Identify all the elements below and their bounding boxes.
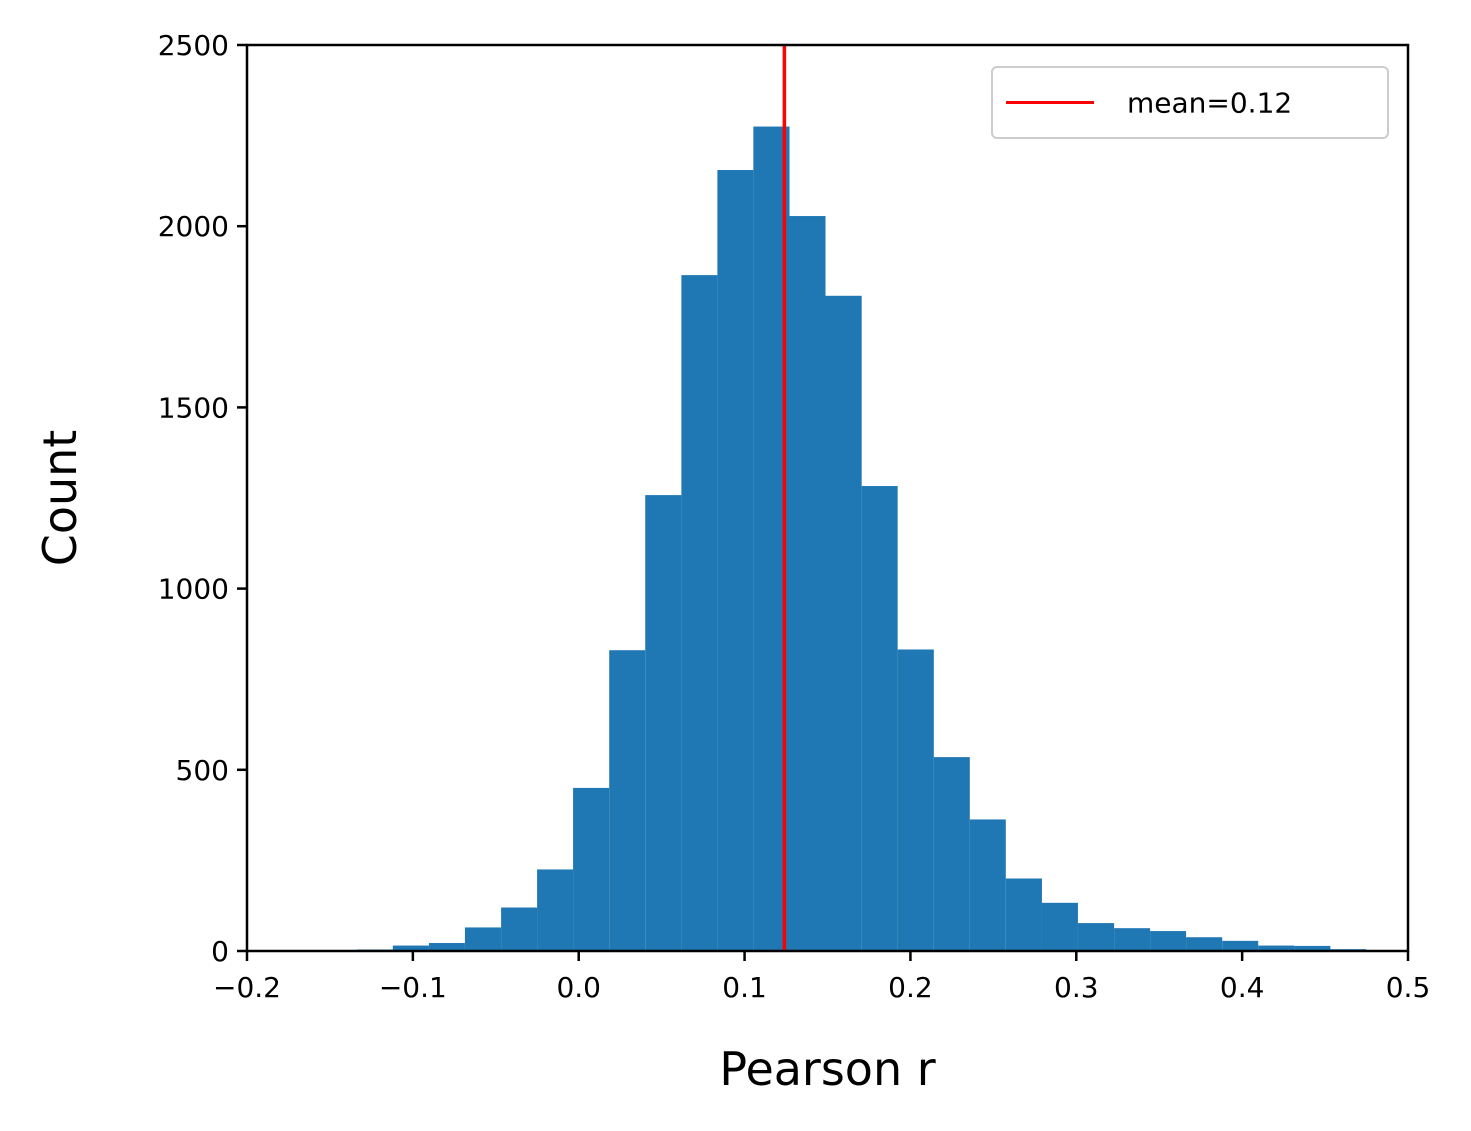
histogram-bar (1114, 928, 1151, 951)
histogram-bar (825, 295, 862, 952)
y-tick-label: 500 (176, 754, 229, 787)
x-tick-label: 0.2 (888, 971, 933, 1004)
x-tick-label: −0.2 (213, 971, 281, 1004)
histogram-bar (1150, 931, 1187, 951)
histogram-bar (681, 275, 718, 951)
histogram-bar (645, 495, 682, 951)
histogram-bar (789, 216, 826, 951)
histogram-bar (1294, 945, 1331, 951)
legend-box (991, 66, 1389, 139)
bars-layer (356, 126, 1367, 952)
histogram-bar (573, 787, 610, 951)
histogram-bar (897, 649, 934, 951)
histogram-bar (969, 819, 1006, 951)
histogram-bar (1222, 940, 1259, 951)
x-axis-ticks: −0.2 −0.1 0.0 0.1 0.2 0.3 0.4 0.5 (213, 951, 1430, 1004)
histogram-bar (428, 943, 465, 951)
histogram-bar (537, 869, 574, 951)
y-tick-label: 2500 (158, 29, 229, 62)
histogram-bar (717, 170, 754, 951)
y-tick-label: 2000 (158, 210, 229, 243)
histogram-bar (1077, 923, 1115, 951)
histogram-bar (1258, 945, 1295, 951)
x-tick-label: 0.1 (722, 971, 767, 1004)
x-tick-label: 0.5 (1386, 971, 1431, 1004)
y-tick-label: 1000 (158, 573, 229, 606)
x-axis-title: Pearson r (719, 1042, 935, 1096)
x-tick-label: −0.1 (379, 971, 447, 1004)
histogram-bar (392, 945, 429, 951)
histogram-bar (609, 650, 646, 951)
x-tick-label: 0.0 (556, 971, 601, 1004)
histogram-bar (861, 486, 898, 951)
legend: mean=0.12 (991, 66, 1389, 139)
histogram-bar (1005, 878, 1042, 951)
histogram-bar (933, 757, 970, 951)
legend-label: mean=0.12 (1127, 87, 1292, 120)
y-tick-label: 0 (211, 935, 229, 968)
y-axis-ticks: 0 500 1000 1500 2000 2500 (158, 29, 247, 968)
histogram-bar (501, 907, 538, 951)
plot-frame (245, 43, 1410, 953)
histogram-bar (1041, 902, 1078, 951)
y-tick-label: 1500 (158, 391, 229, 424)
x-tick-label: 0.4 (1220, 971, 1265, 1004)
histogram-bar (1186, 937, 1223, 951)
x-tick-label: 0.3 (1054, 971, 1099, 1004)
y-axis-title: Count (33, 430, 87, 567)
histogram-bar (464, 927, 502, 951)
